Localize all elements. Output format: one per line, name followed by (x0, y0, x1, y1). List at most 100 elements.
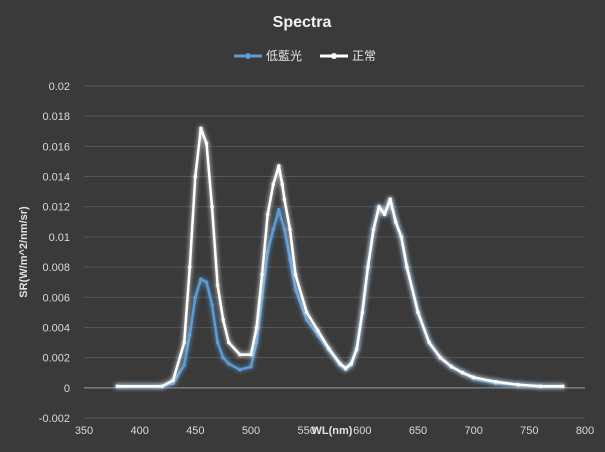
data-point (160, 384, 164, 389)
data-point (254, 340, 259, 345)
data-point (204, 141, 209, 146)
data-point (115, 384, 120, 389)
legend: 低藍光 正常 (234, 49, 376, 63)
data-point (171, 381, 175, 386)
y-tick-label: -0.002 (39, 413, 70, 425)
data-point (316, 328, 320, 333)
data-point (293, 272, 298, 277)
data-point (265, 212, 270, 217)
data-point (393, 220, 398, 224)
x-tick-label: 600 (353, 425, 371, 437)
data-point (249, 352, 253, 357)
data-point (271, 227, 276, 232)
data-point (282, 227, 287, 232)
x-tick-label: 650 (409, 425, 427, 437)
data-point (221, 355, 225, 360)
legend-item-2: 正常 (320, 49, 376, 63)
y-tick-label: 0.016 (42, 141, 70, 153)
data-point (304, 310, 309, 315)
data-point (265, 250, 270, 254)
data-point (304, 318, 309, 322)
data-point (560, 384, 565, 389)
data-point (277, 207, 281, 212)
data-point (471, 375, 476, 380)
data-point (405, 265, 409, 269)
data-point (516, 383, 520, 387)
data-point (221, 318, 225, 322)
y-tick-label: 0.01 (49, 232, 70, 244)
gridlines (84, 85, 585, 419)
data-point (494, 379, 498, 384)
series-layer (115, 126, 565, 389)
y-tick-label: 0.008 (42, 262, 70, 274)
data-point (338, 361, 342, 366)
y-tick-label: 0.018 (42, 111, 70, 123)
y-tick-label: 0.02 (49, 81, 70, 93)
data-point (371, 227, 376, 232)
legend-item-1: 低藍光 (234, 49, 302, 63)
data-point (399, 235, 404, 239)
data-point (366, 265, 370, 269)
y-tick-label: 0.014 (42, 172, 70, 184)
y-tick-label: 0.002 (42, 353, 70, 365)
x-tick-label: 350 (75, 425, 93, 437)
legend-marker (245, 53, 251, 59)
data-point (193, 174, 198, 179)
y-tick-label: 0.006 (42, 292, 70, 304)
data-point (199, 277, 203, 281)
y-tick-label: 0 (64, 383, 70, 395)
x-tick-label: 550 (297, 425, 315, 437)
x-tick-label: 800 (576, 425, 594, 437)
data-point (327, 346, 331, 351)
data-point (280, 182, 284, 186)
y-tick-label: 0.012 (42, 202, 70, 214)
data-point (187, 265, 192, 269)
data-point (277, 164, 281, 168)
data-point (182, 340, 186, 345)
data-point (226, 361, 231, 366)
data-point (288, 257, 292, 262)
data-point (427, 340, 431, 345)
x-tick-label: 500 (242, 425, 260, 437)
data-point (349, 361, 354, 366)
y-axis-label: SR(W/m^2/nm/sr) (18, 206, 30, 298)
data-point (377, 204, 381, 209)
data-point (343, 366, 348, 371)
series-line (117, 127, 563, 388)
y-axis-ticks: -0.002 0 0.002 0.004 0.006 0.008 0.01 0.012 0.01… (39, 81, 70, 425)
series-2 (115, 126, 565, 389)
data-point (187, 333, 192, 337)
data-point (215, 340, 220, 345)
data-point (210, 303, 214, 307)
data-point (271, 182, 276, 186)
data-point (293, 287, 298, 292)
legend-label: 正常 (352, 49, 376, 63)
data-point (438, 355, 443, 360)
data-point (193, 295, 198, 300)
series-1 (115, 197, 565, 389)
data-point (360, 310, 365, 315)
data-point (238, 352, 242, 357)
x-axis-label: WL(nm) (312, 425, 353, 437)
data-point (538, 384, 543, 389)
data-point (182, 363, 186, 367)
x-tick-label: 400 (130, 425, 148, 437)
data-point (215, 283, 220, 288)
data-point (171, 378, 175, 383)
data-point (199, 126, 203, 131)
data-point (354, 346, 359, 351)
data-point (249, 364, 253, 369)
data-point (416, 310, 420, 315)
data-point (388, 197, 392, 201)
series-line (117, 197, 563, 388)
data-point (260, 272, 264, 277)
data-point (254, 325, 259, 330)
legend-marker (331, 53, 337, 59)
data-point (260, 295, 264, 300)
data-point (449, 364, 454, 369)
data-point (226, 340, 231, 345)
x-tick-label: 700 (464, 425, 482, 437)
legend-label: 低藍光 (266, 49, 302, 63)
